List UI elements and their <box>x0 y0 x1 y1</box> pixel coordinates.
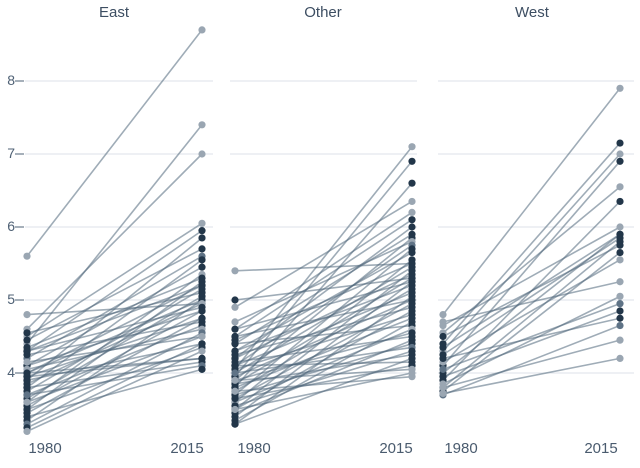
x-tick-west-2015: 2015 <box>584 440 618 457</box>
x-tick-other-2015: 2015 <box>379 440 413 457</box>
x-tick-other-1980: 1980 <box>237 440 271 457</box>
y-tick-6: 6 <box>7 218 15 234</box>
panel-title-east: East <box>98 4 129 21</box>
x-tick-east-2015: 2015 <box>170 440 204 457</box>
y-tick-7: 7 <box>7 145 15 161</box>
x-tick-east-1980: 1980 <box>28 440 62 457</box>
y-tick-8: 8 <box>7 72 15 88</box>
y-tick-5: 5 <box>7 291 15 307</box>
panel-title-west: West <box>515 4 549 21</box>
x-tick-west-1980: 1980 <box>444 440 478 457</box>
panel-title-other: Other <box>304 4 342 21</box>
y-tick-4: 4 <box>7 364 15 380</box>
